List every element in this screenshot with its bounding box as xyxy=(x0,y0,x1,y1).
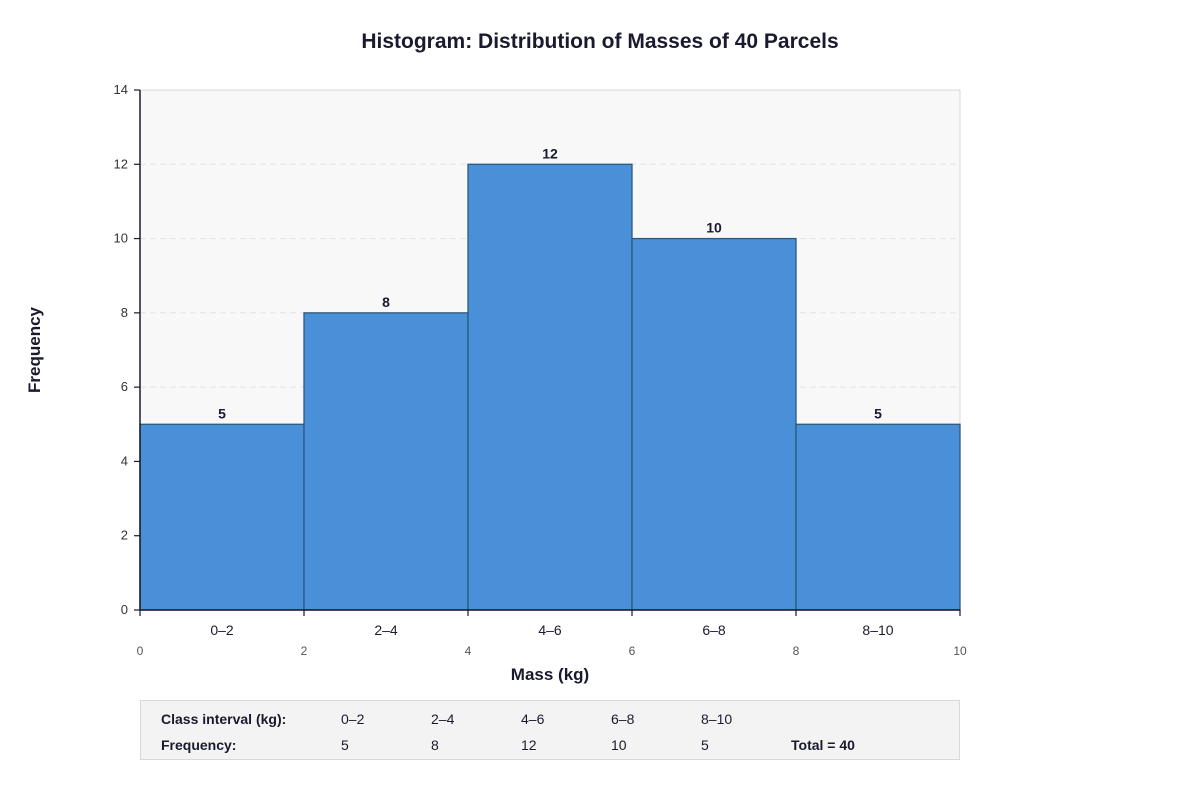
bar-data-label: 12 xyxy=(542,145,558,161)
table-interval-label: Class interval (kg): xyxy=(161,711,287,727)
y-tick-label: 6 xyxy=(121,379,128,394)
histogram-bar xyxy=(303,312,469,611)
table-interval-cell: 8–10 xyxy=(701,711,733,727)
table-total: Total = 40 xyxy=(791,737,855,753)
y-tick-label: 10 xyxy=(114,231,128,246)
histogram-bar xyxy=(139,423,305,611)
table-frequency-cell: 5 xyxy=(701,737,709,753)
x-tick-label: 4 xyxy=(465,644,472,658)
table-frequency-cell: 10 xyxy=(611,737,627,753)
y-axis-title: Frequency xyxy=(25,306,44,393)
x-category-label: 6–8 xyxy=(702,622,726,638)
chart-title: Histogram: Distribution of Masses of 40 … xyxy=(361,30,839,53)
table-interval-cell: 2–4 xyxy=(431,711,455,727)
table-frequency-cell: 5 xyxy=(341,737,349,753)
x-category-label: 2–4 xyxy=(374,622,398,638)
x-tick-label: 2 xyxy=(301,644,308,658)
x-axis-title: Mass (kg) xyxy=(511,665,589,684)
table-interval-cell: 6–8 xyxy=(611,711,635,727)
table-interval-cell: 4–6 xyxy=(521,711,545,727)
y-tick-label: 12 xyxy=(114,156,128,171)
x-category-label: 0–2 xyxy=(210,622,234,638)
table-frequency-cell: 8 xyxy=(431,737,439,753)
histogram-chart: 5 0–2 8 2–4 12 4–6 10 6–8 5 8–10 0 2 4 6 8 10 12 14 0 2 4 6 8 1… xyxy=(25,82,967,684)
bar-data-label: 5 xyxy=(218,405,226,421)
frequency-table: Class interval (kg): 0–2 2–4 4–6 6–8 8–1… xyxy=(140,700,960,760)
y-tick-label: 4 xyxy=(121,453,128,468)
table-frequency-label: Frequency: xyxy=(161,737,237,753)
y-tick-label: 0 xyxy=(121,602,128,617)
bar-data-label: 5 xyxy=(874,405,882,421)
x-tick-label: 6 xyxy=(629,644,636,658)
x-category-label: 4–6 xyxy=(538,622,562,638)
x-tick-label: 0 xyxy=(137,644,144,658)
bar-data-label: 10 xyxy=(706,220,722,236)
bar-data-label: 8 xyxy=(382,294,390,310)
y-tick-label: 8 xyxy=(121,305,128,320)
histogram-bar xyxy=(795,423,961,611)
table-frequency-cell: 12 xyxy=(521,737,537,753)
histogram-bar xyxy=(631,237,797,611)
x-tick-label: 8 xyxy=(793,644,800,658)
y-tick-label: 2 xyxy=(121,528,128,543)
table-interval-cell: 0–2 xyxy=(341,711,365,727)
histogram-bar xyxy=(467,163,633,611)
y-tick-label: 14 xyxy=(114,82,128,97)
x-tick-label: 10 xyxy=(953,644,967,658)
x-category-label: 8–10 xyxy=(862,622,893,638)
